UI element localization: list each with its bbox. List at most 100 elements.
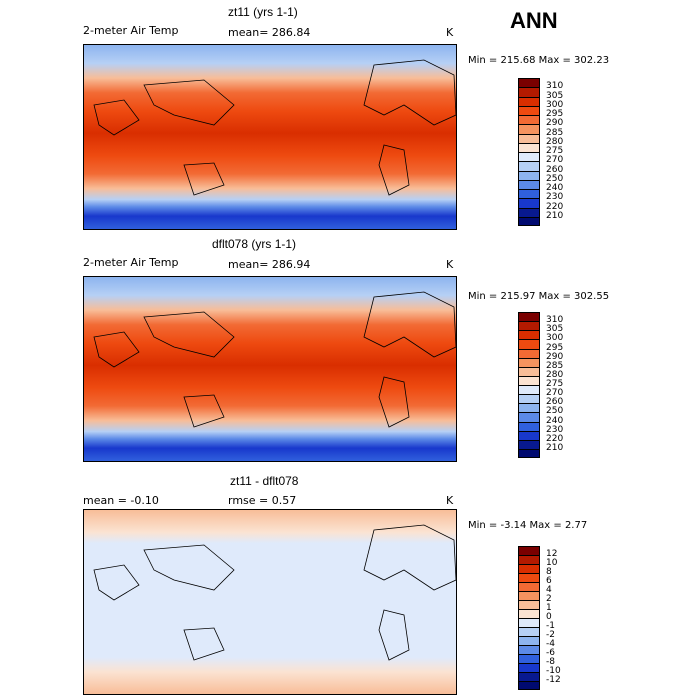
colorbar-tick-label: -12	[546, 675, 561, 685]
units-label: K	[446, 494, 454, 507]
colorbar-swatch	[518, 412, 540, 422]
colorbar-tick-label: 275	[546, 379, 564, 389]
colorbar-swatch	[518, 105, 540, 115]
colorbar-swatch	[518, 546, 540, 555]
colorbar: 310 305 300 295 290 285 280 275 270 260 250 240 230 2…	[518, 78, 563, 226]
colorbar-swatch	[518, 681, 540, 690]
landmass-outline	[93, 524, 456, 661]
colorbar-tick-label: 305	[546, 324, 564, 335]
colorbar-tick-label: 12	[546, 549, 558, 559]
colorbar-tick-label: 240	[546, 415, 564, 426]
colorbar-tick-label: -2	[546, 630, 555, 640]
colorbar-tick-label: 6	[546, 576, 552, 586]
colorbar-tick-label: 285	[546, 360, 564, 371]
panel-title: zt11 (yrs 1-1)	[228, 5, 298, 19]
colorbar-tick-label: 310	[546, 81, 564, 92]
colorbar-tick-label: 260	[546, 397, 564, 408]
colorbar-swatch	[518, 330, 540, 340]
colorbar-swatch	[518, 430, 540, 440]
colorbar-tick-label: 1	[546, 603, 552, 613]
colorbar-swatch	[518, 663, 540, 672]
mean-label: mean= 286.84	[228, 26, 311, 39]
colorbar-tick-label: -10	[546, 666, 561, 676]
colorbar-swatch	[518, 573, 540, 582]
colorbar: 310 305 300 295 290 285 280 275 270 260 250 240 230 2…	[518, 312, 563, 458]
colorbar-tick-label: 290	[546, 118, 564, 129]
colorbar-frame	[518, 546, 540, 690]
colorbar-tick-label: -1	[546, 621, 555, 631]
colorbar-tick-label: 300	[546, 333, 564, 344]
season-label: ANN	[510, 8, 558, 33]
colorbar-swatch	[518, 321, 540, 331]
colorbar-swatch	[518, 216, 540, 226]
colorbar-tick-label: 270	[546, 388, 564, 399]
colorbar-tick-label: 220	[546, 433, 564, 444]
colorbar-tick-label: 295	[546, 109, 564, 119]
colorbar-tick-label: 275	[546, 146, 564, 156]
field-label: 2-meter Air Temp	[83, 256, 179, 269]
colorbar-swatch	[518, 375, 540, 385]
colorbar-tick-label: -8	[546, 657, 555, 667]
panel-title: dflt078 (yrs 1-1)	[212, 237, 297, 251]
colorbar-tick-label: 2	[546, 594, 552, 604]
colorbar-swatch	[518, 142, 540, 152]
min-max-stats: Min = -3.14 Max = 2.77	[468, 520, 588, 531]
colorbar-swatch	[518, 366, 540, 376]
colorbar-swatch	[518, 403, 540, 413]
colorbar-swatch	[518, 124, 540, 134]
colorbar-swatch	[518, 582, 540, 591]
colorbar-tick-label: 4	[546, 585, 552, 595]
colorbar-frame	[518, 78, 540, 226]
colorbar-tick-label: 220	[546, 201, 564, 212]
colorbar-swatch	[518, 672, 540, 681]
map-field	[84, 45, 456, 229]
colorbar-tick-label: 310	[546, 315, 564, 326]
colorbar-swatch	[518, 189, 540, 199]
colorbar-swatch	[518, 133, 540, 143]
colorbar-tick-label: 280	[546, 136, 564, 147]
colorbar-swatch	[518, 207, 540, 217]
colorbar-swatch	[518, 115, 540, 125]
colorbar-swatch	[518, 618, 540, 627]
colorbar-tick-label: 240	[546, 183, 564, 193]
colorbar-tick-label: 230	[546, 192, 564, 203]
colorbar: 12 10 8 6 4 2 1 0 -1 -2 -4 -6 -8 -10 -12	[518, 546, 561, 690]
colorbar-swatch	[518, 609, 540, 618]
colorbar-frame	[518, 312, 540, 458]
map-field	[84, 510, 456, 694]
colorbar-swatch	[518, 600, 540, 609]
colorbar-swatch	[518, 564, 540, 573]
colorbar-tick-label: 230	[546, 424, 564, 435]
panel-title: zt11 - dflt078	[230, 474, 299, 488]
landmass-outline	[93, 59, 456, 196]
colorbar-tick-label: 280	[546, 369, 564, 380]
colorbar-swatch	[518, 357, 540, 367]
colorbar-swatch	[518, 170, 540, 180]
colorbar-tick-label: 210	[546, 442, 564, 453]
colorbar-tick-label: 260	[546, 164, 564, 175]
colorbar-swatch	[518, 555, 540, 564]
field-label: 2-meter Air Temp	[83, 24, 179, 37]
units-label: K	[446, 26, 454, 39]
colorbar-tick-label: 295	[546, 342, 564, 353]
min-max-stats: Min = 215.68 Max = 302.23	[468, 55, 610, 66]
colorbar-swatch	[518, 96, 540, 106]
colorbar-swatch	[518, 645, 540, 654]
colorbar-swatch	[518, 591, 540, 600]
colorbar-tick-label: -4	[546, 639, 555, 649]
map-field	[84, 277, 456, 461]
colorbar-tick-label: 270	[546, 155, 564, 166]
temperature-map	[83, 44, 457, 230]
colorbar-swatch	[518, 627, 540, 636]
colorbar-tick-label: 8	[546, 567, 552, 577]
colorbar-tick-label: 250	[546, 406, 564, 417]
min-max-stats: Min = 215.97 Max = 302.55	[468, 291, 610, 302]
colorbar-swatch	[518, 439, 540, 449]
colorbar-tick-label: 10	[546, 558, 558, 568]
colorbar-tick-label: 210	[546, 210, 564, 221]
colorbar-swatch	[518, 198, 540, 208]
colorbar-swatch	[518, 179, 540, 189]
landmass-outline	[93, 291, 456, 428]
units-label: K	[446, 258, 454, 271]
colorbar-swatch	[518, 152, 540, 162]
